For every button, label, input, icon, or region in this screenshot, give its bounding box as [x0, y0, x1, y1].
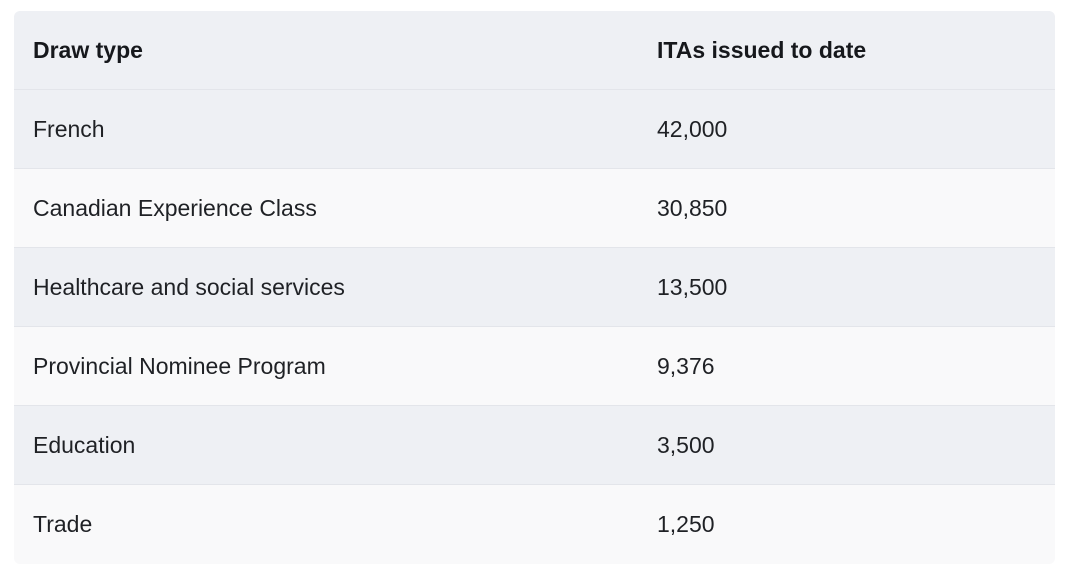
draw-type-cell: Education [14, 405, 638, 485]
table-row: Healthcare and social services 13,500 [14, 247, 1055, 327]
draw-type-cell: Provincial Nominee Program [14, 326, 638, 406]
draw-type-cell: Trade [14, 484, 638, 564]
table-body: French 42,000 Canadian Experience Class … [14, 89, 1055, 564]
draw-type-cell: French [14, 89, 638, 169]
itas-count-cell: 3,500 [638, 405, 1055, 485]
table-row: Education 3,500 [14, 405, 1055, 485]
table-row: Canadian Experience Class 30,850 [14, 168, 1055, 248]
itas-count-cell: 1,250 [638, 484, 1055, 564]
column-header-draw-type: Draw type [14, 11, 638, 90]
table-row: Provincial Nominee Program 9,376 [14, 326, 1055, 406]
itas-table-container: Draw type ITAs issued to date French 42,… [14, 11, 1055, 564]
table-row: French 42,000 [14, 89, 1055, 169]
itas-count-cell: 13,500 [638, 247, 1055, 327]
draw-type-cell: Canadian Experience Class [14, 168, 638, 248]
draw-type-cell: Healthcare and social services [14, 247, 638, 327]
itas-table: Draw type ITAs issued to date French 42,… [14, 11, 1055, 564]
itas-count-cell: 42,000 [638, 89, 1055, 169]
table-row: Trade 1,250 [14, 484, 1055, 564]
table-header: Draw type ITAs issued to date [14, 11, 1055, 90]
itas-count-cell: 30,850 [638, 168, 1055, 248]
header-row: Draw type ITAs issued to date [14, 11, 1055, 90]
itas-count-cell: 9,376 [638, 326, 1055, 406]
column-header-itas-issued: ITAs issued to date [638, 11, 1055, 90]
